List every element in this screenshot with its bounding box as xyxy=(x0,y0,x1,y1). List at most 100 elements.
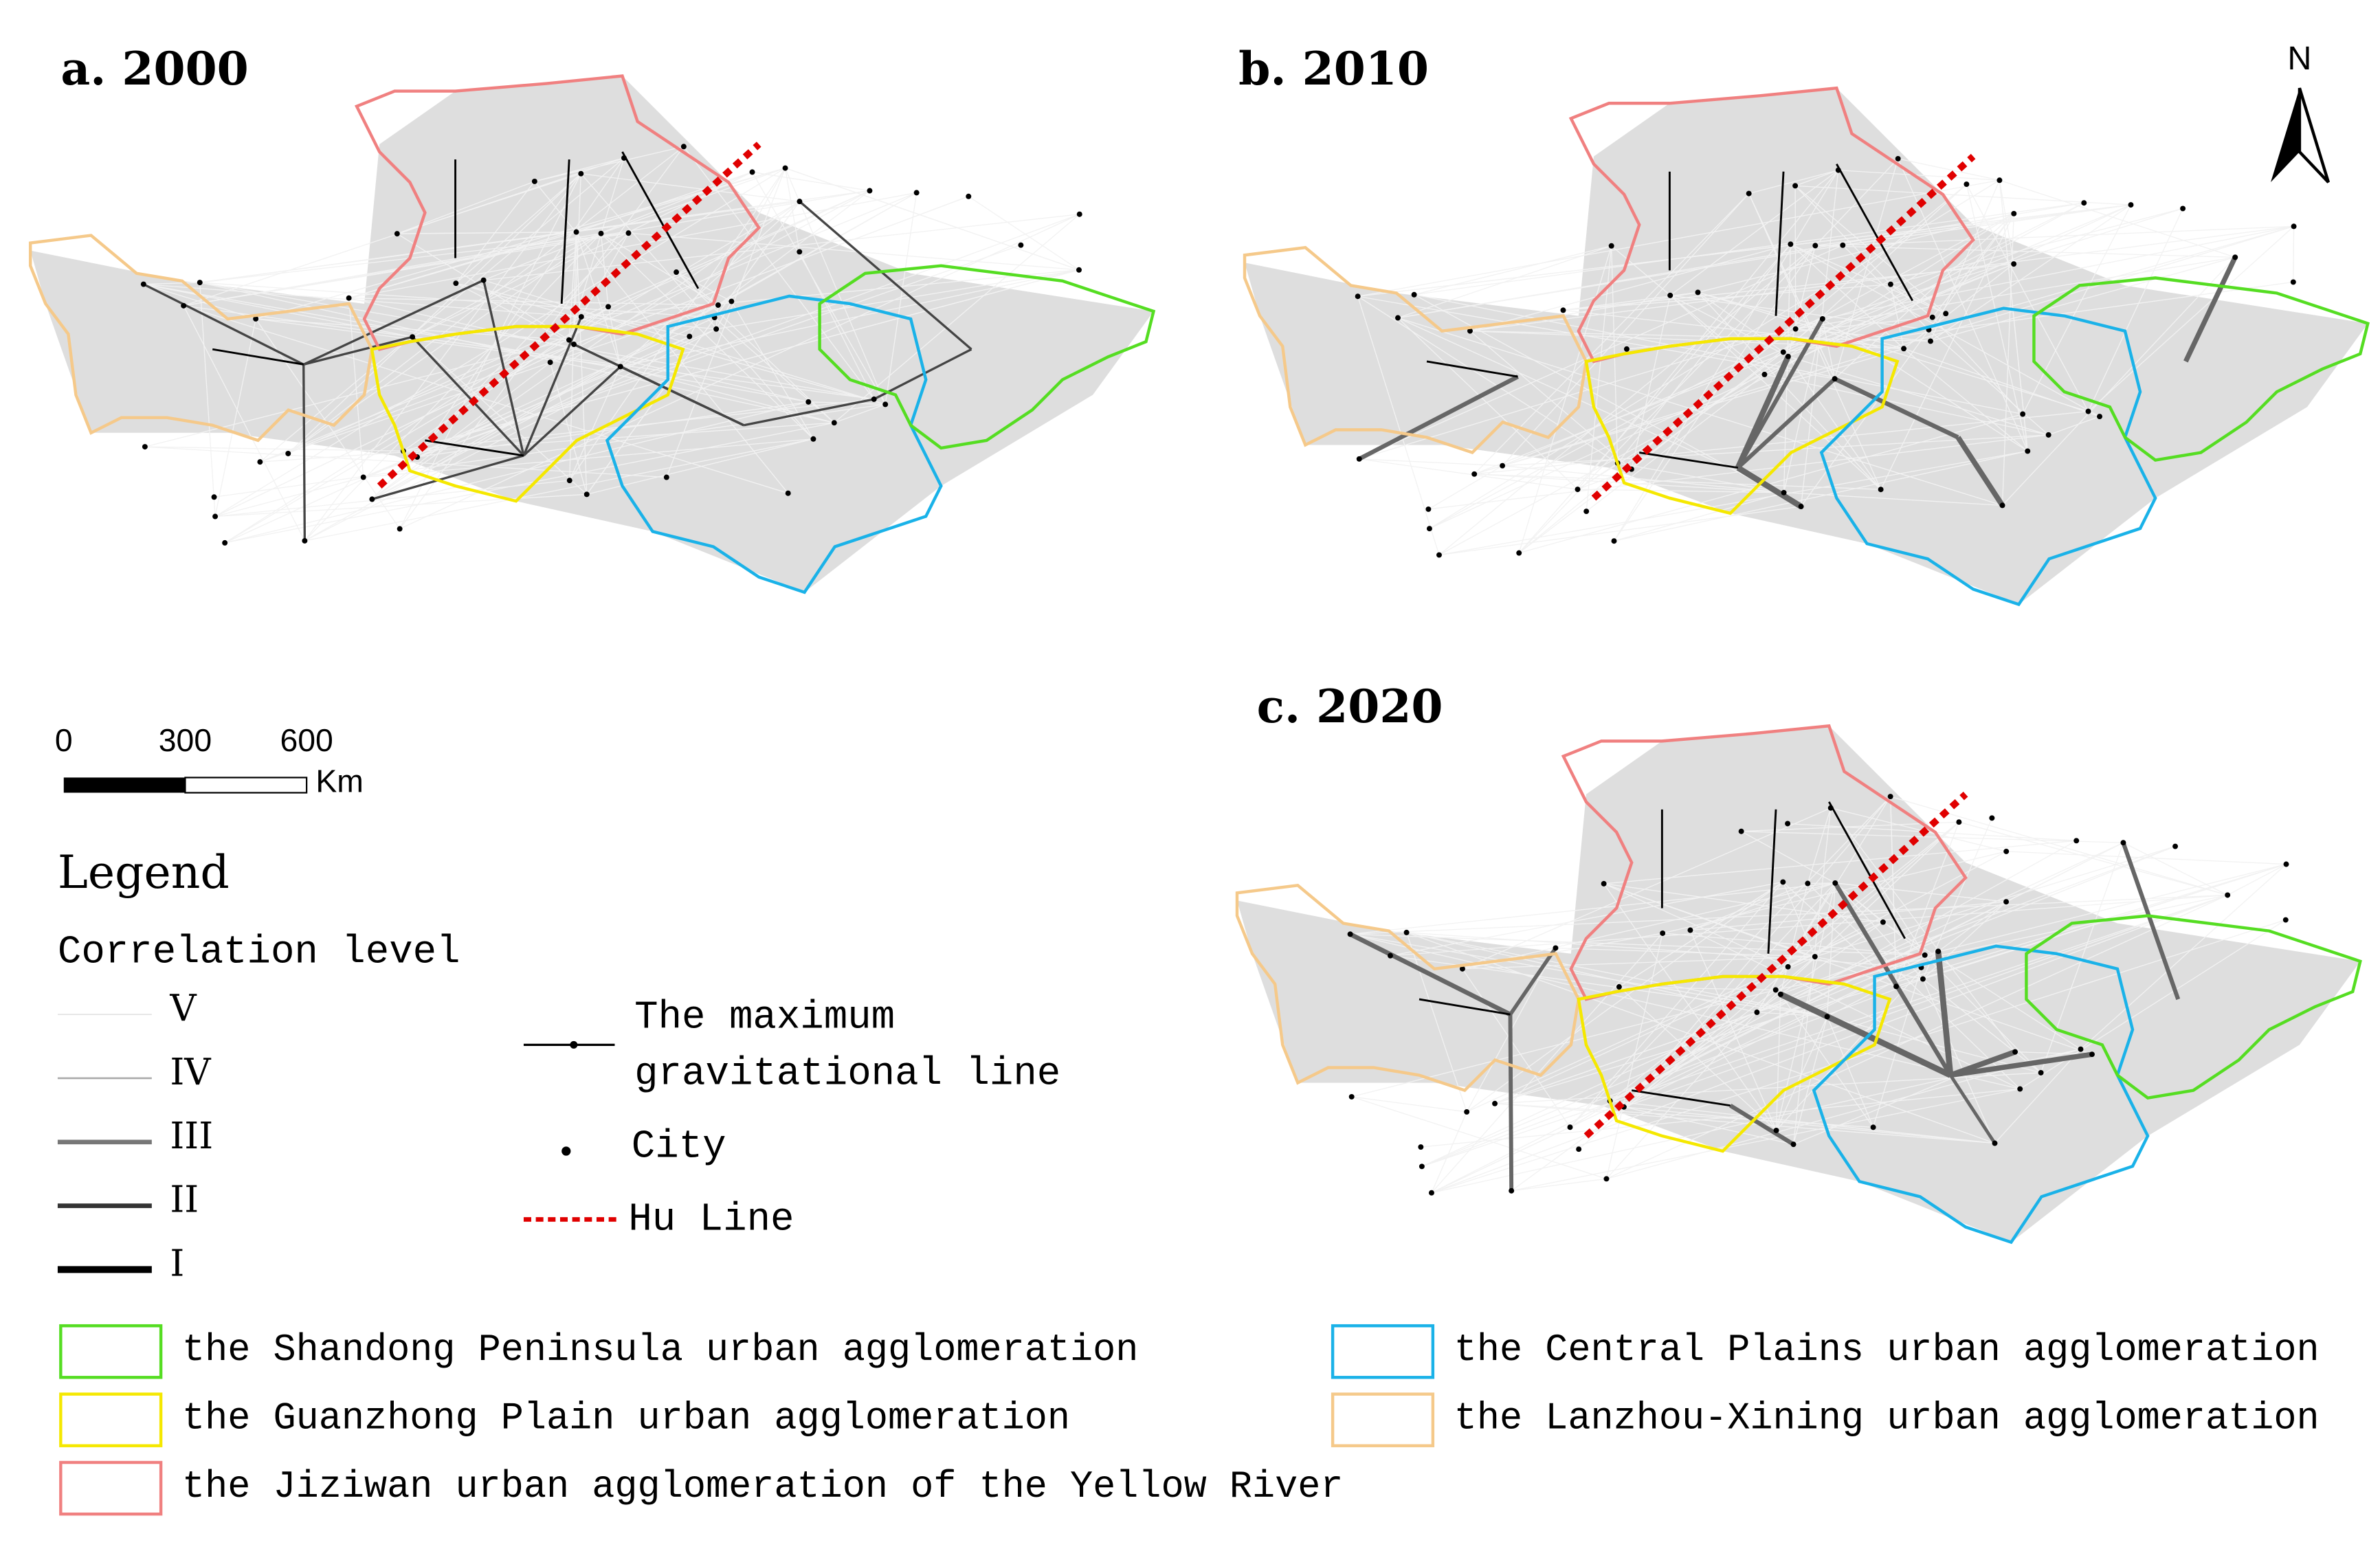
city xyxy=(1989,815,1995,821)
correlation-line xyxy=(1826,882,1836,1017)
city xyxy=(782,165,788,171)
city xyxy=(1819,315,1825,322)
correlation-line xyxy=(683,146,875,400)
correlation-line xyxy=(1690,929,2021,1090)
city xyxy=(1943,311,1949,317)
correlation-line xyxy=(412,336,588,495)
city xyxy=(302,537,308,544)
city xyxy=(2283,861,2289,867)
correlation-line xyxy=(1619,881,1783,988)
city xyxy=(212,513,219,520)
correlation-line xyxy=(143,283,256,320)
scale-tick: 300 xyxy=(159,722,212,758)
correlation-line xyxy=(1357,296,1619,464)
region-outline xyxy=(1568,86,1975,364)
strong-line xyxy=(482,280,525,456)
city xyxy=(1785,353,1791,359)
correlation-line xyxy=(1748,169,1838,194)
correlation-line xyxy=(1830,807,2016,1053)
correlation-line xyxy=(1462,807,1832,970)
correlation-line xyxy=(1623,894,2228,1108)
correlation-line xyxy=(1780,845,2176,995)
correlation-line xyxy=(225,422,834,544)
correlation-line xyxy=(304,438,814,542)
correlation-line xyxy=(1614,492,1784,542)
city xyxy=(1992,1140,1998,1146)
correlation-line xyxy=(304,173,581,542)
correlation-line xyxy=(2002,256,2236,506)
study-area xyxy=(30,76,1154,592)
correlation-line xyxy=(1606,1049,2081,1179)
city xyxy=(1567,1124,1573,1130)
city xyxy=(687,333,693,339)
correlation-line xyxy=(1898,158,2000,181)
correlation-line xyxy=(1502,204,2131,467)
city xyxy=(882,401,889,408)
max-line xyxy=(212,348,304,366)
correlation-line xyxy=(1924,863,2287,956)
city xyxy=(1824,1014,1830,1020)
strong-line xyxy=(1349,932,1511,1017)
city xyxy=(573,229,579,235)
scale-segment xyxy=(63,777,186,793)
city xyxy=(674,269,680,275)
correlation-line xyxy=(1397,317,1784,493)
correlation-line xyxy=(1350,894,2228,935)
region-outline xyxy=(1812,944,2150,1245)
city xyxy=(2172,843,2179,849)
city xyxy=(578,314,584,320)
city xyxy=(2011,261,2017,267)
correlation-line xyxy=(224,201,800,544)
correlation-line xyxy=(1350,882,1836,935)
correlation-line xyxy=(1698,291,1904,349)
correlation-line xyxy=(1555,947,1815,957)
correlation-line xyxy=(620,269,1080,368)
north-arrow-right xyxy=(2298,87,2331,183)
max-line-label: gravitational line xyxy=(634,1051,1060,1096)
correlation-line xyxy=(1999,179,2236,258)
correlation-line xyxy=(1838,169,2000,181)
correlation-line xyxy=(569,232,577,481)
city xyxy=(346,295,352,301)
city xyxy=(1785,963,1791,970)
correlation-line xyxy=(1882,922,2081,1050)
correlation-line xyxy=(1397,245,1612,319)
correlation-line xyxy=(1351,1096,1467,1113)
city xyxy=(715,302,721,308)
strong-line xyxy=(1736,377,1836,469)
correlation-line xyxy=(1351,1096,1607,1179)
max-line xyxy=(621,151,700,289)
city xyxy=(1667,292,1673,298)
correlation-line xyxy=(1890,208,2183,285)
correlation-line xyxy=(1898,158,2028,452)
city xyxy=(566,337,572,343)
city xyxy=(2045,432,2051,438)
correlation-line xyxy=(215,480,570,517)
correlation-line xyxy=(1690,882,1808,931)
region-outline xyxy=(818,264,1156,450)
city xyxy=(1348,1093,1355,1100)
max-line xyxy=(425,439,524,457)
city xyxy=(360,474,366,480)
correlation-line xyxy=(586,201,800,495)
city xyxy=(1436,552,1442,558)
correlation-line xyxy=(1623,1106,1995,1144)
city xyxy=(1929,314,1935,320)
city xyxy=(1419,1163,1425,1170)
correlation-line xyxy=(1469,225,2294,332)
city xyxy=(197,280,203,286)
city-label: City xyxy=(632,1125,726,1170)
correlation-line xyxy=(1741,831,2124,843)
region-label: the Jiziwan urban agglomeration of the Y… xyxy=(182,1465,1343,1508)
correlation-line xyxy=(348,298,364,478)
north-arrow: N xyxy=(2270,40,2331,183)
correlation-line xyxy=(363,438,814,478)
correlation-line xyxy=(2048,416,2100,436)
correlation-line xyxy=(784,168,800,252)
correlation-line xyxy=(1937,901,2007,952)
city xyxy=(211,494,217,500)
correlation-line xyxy=(968,196,1080,271)
correlation-line xyxy=(1502,193,1750,467)
correlation-line xyxy=(1617,243,1791,464)
strong-line xyxy=(1950,1051,2093,1078)
